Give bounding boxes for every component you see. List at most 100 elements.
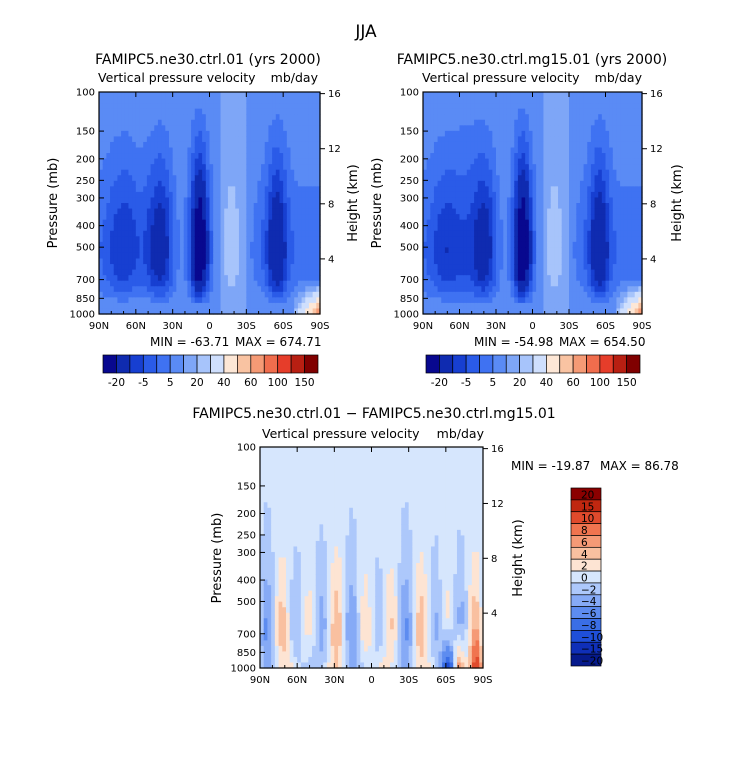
heatmap-cell (242, 230, 247, 237)
heatmap-cell (220, 153, 225, 160)
heatmap-cell (220, 197, 225, 204)
heatmap-cell (620, 130, 625, 137)
heatmap-cell (638, 275, 643, 282)
heatmap-cell (305, 136, 310, 143)
heatmap-cell (290, 136, 295, 143)
heatmap-cell (242, 219, 247, 226)
heatmap-cell (224, 297, 229, 304)
heatmap-cell (110, 208, 115, 215)
heatmap-cell (488, 297, 493, 304)
heatmap-cell (161, 236, 166, 243)
heatmap-cell (521, 92, 526, 99)
heatmap-cell (124, 214, 130, 221)
heatmap-cell (474, 308, 479, 315)
heatmap-cell (227, 252, 233, 260)
heatmap-cell (525, 264, 530, 271)
heatmap-cell (598, 219, 603, 226)
heatmap-cell (242, 280, 247, 287)
heatmap-cell (506, 230, 512, 237)
heatmap-cell (426, 186, 431, 193)
heatmap-cell (205, 203, 211, 210)
heatmap-cell (594, 286, 599, 293)
heatmap-cell (286, 247, 292, 254)
heatmap-cell (283, 130, 288, 137)
heatmap-cell (198, 175, 203, 182)
heatmap-cell (301, 92, 306, 99)
heatmap-cell (558, 191, 563, 199)
heatmap-cell (583, 214, 588, 221)
heatmap-cell (238, 180, 244, 187)
heatmap-cell (558, 225, 563, 232)
heatmap-cell (121, 108, 126, 115)
heatmap-cell (128, 203, 133, 210)
heatmap-cell (224, 225, 229, 232)
heatmap-cell (609, 241, 614, 248)
heatmap-cell (312, 297, 317, 304)
heatmap-cell (264, 119, 270, 126)
heatmap-cell (532, 119, 537, 126)
heatmap-cell (316, 297, 321, 304)
heatmap-cell (312, 169, 317, 176)
heatmap-cell (268, 108, 273, 115)
heatmap-cell (470, 125, 475, 132)
heatmap-cell (102, 125, 107, 132)
heatmap-cell (165, 130, 170, 137)
heatmap-cell (183, 108, 188, 115)
heatmap-cell (466, 164, 472, 171)
heatmap-cell (579, 286, 585, 293)
heatmap-cell (590, 208, 596, 215)
heatmap-cell (601, 241, 607, 248)
heatmap-cell (616, 214, 621, 221)
heatmap-cell (496, 291, 501, 298)
heatmap-cell (481, 286, 486, 293)
heatmap-cell (605, 125, 610, 132)
heatmap-cell (150, 141, 155, 149)
heatmap-cell (521, 225, 526, 232)
heatmap-cell (452, 92, 457, 99)
heatmap-cell (154, 219, 159, 226)
heatmap-cell (176, 153, 181, 160)
heatmap-cell (528, 230, 534, 237)
heatmap-cell (547, 208, 552, 215)
heatmap-cell (466, 103, 472, 110)
heatmap-cell (543, 136, 548, 143)
heatmap-cell (283, 241, 288, 248)
heatmap-cell (205, 280, 211, 287)
heatmap-cell (470, 169, 475, 176)
heatmap-cell (124, 208, 130, 215)
heatmap-cell (569, 230, 574, 237)
heatmap-cell (485, 186, 490, 193)
heatmap-cell (261, 203, 266, 210)
heatmap-cell (517, 169, 523, 176)
heatmap-cell (279, 252, 284, 260)
heatmap-cell (242, 308, 247, 315)
heatmap-cell (305, 280, 310, 287)
heatmap-cell (106, 258, 111, 265)
heatmap-cell (246, 236, 251, 243)
heatmap-cell (264, 125, 270, 132)
heatmap-cell (297, 92, 303, 99)
heatmap-cell (168, 191, 174, 199)
heatmap-cell (227, 291, 233, 298)
heatmap-cell (312, 269, 317, 276)
heatmap-cell (510, 103, 515, 110)
heatmap-cell (165, 247, 170, 254)
heatmap-cell (250, 302, 255, 310)
heatmap-cell (183, 252, 188, 260)
heatmap-cell (242, 125, 247, 132)
heatmap-cell (547, 247, 552, 254)
heatmap-cell (165, 219, 170, 226)
colorbar-swatch (505, 354, 520, 374)
heatmap-cell (561, 214, 566, 221)
heatmap-cell (99, 308, 104, 315)
heatmap-cell (448, 247, 453, 254)
heatmap-cell (481, 280, 486, 287)
heatmap-cell (463, 280, 468, 287)
heatmap-cell (616, 153, 621, 160)
heatmap-cell (598, 308, 603, 315)
heatmap-cell (242, 252, 247, 260)
heatmap-cell (261, 119, 266, 126)
heatmap-cell (485, 241, 490, 248)
heatmap-cell (572, 247, 577, 254)
